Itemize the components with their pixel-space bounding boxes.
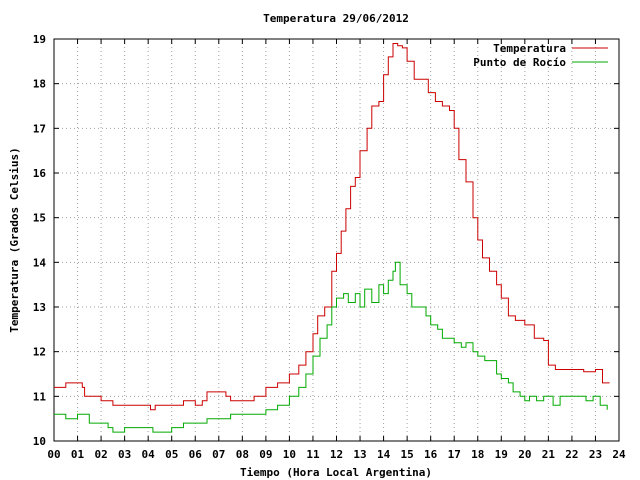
- series-line-1: [54, 261, 608, 433]
- x-tick-label: 22: [565, 448, 578, 461]
- axis-ticks: 00 01 02 03 04 05 06 07 08 09 10 11 12 13 14 15 16 17 18 19…: [33, 33, 626, 461]
- y-tick-label: 10: [33, 435, 46, 448]
- x-tick-label: 18: [471, 448, 484, 461]
- x-tick-label: 23: [589, 448, 602, 461]
- x-tick-label: 13: [353, 448, 366, 461]
- x-tick-label: 10: [283, 448, 296, 461]
- y-axis-label: Temperatura (Grados Celsius): [8, 147, 21, 332]
- y-tick-label: 12: [33, 346, 46, 359]
- chart-title: Temperatura 29/06/2012: [263, 12, 409, 25]
- y-tick-label: 11: [33, 390, 47, 403]
- x-tick-label: 05: [165, 448, 178, 461]
- y-tick-label: 15: [33, 212, 46, 225]
- grid-lines: [54, 39, 619, 441]
- x-tick-label: 16: [424, 448, 438, 461]
- x-tick-label: 06: [189, 448, 203, 461]
- x-tick-label: 21: [542, 448, 556, 461]
- x-tick-label: 19: [495, 448, 508, 461]
- x-tick-label: 04: [142, 448, 156, 461]
- x-tick-label: 02: [94, 448, 107, 461]
- x-axis-label: Tiempo (Hora Local Argentina): [240, 466, 432, 479]
- x-tick-label: 09: [259, 448, 272, 461]
- x-tick-label: 03: [118, 448, 131, 461]
- y-tick-label: 13: [33, 301, 46, 314]
- y-tick-label: 18: [33, 78, 46, 91]
- x-tick-label: 20: [518, 448, 531, 461]
- x-tick-label: 24: [612, 448, 626, 461]
- legend-label-1: Punto de Rocío: [473, 56, 566, 69]
- series-layer: [54, 43, 610, 433]
- x-tick-label: 14: [377, 448, 391, 461]
- x-tick-label: 01: [71, 448, 85, 461]
- y-tick-label: 16: [33, 167, 47, 180]
- x-tick-label: 12: [330, 448, 343, 461]
- x-tick-label: 11: [306, 448, 320, 461]
- x-tick-label: 15: [401, 448, 414, 461]
- y-tick-label: 17: [33, 122, 46, 135]
- legend-label-0: Temperatura: [493, 42, 566, 55]
- x-tick-label: 00: [47, 448, 60, 461]
- y-tick-label: 14: [33, 256, 47, 269]
- x-tick-label: 08: [236, 448, 249, 461]
- series-line-0: [54, 43, 610, 411]
- x-tick-label: 17: [448, 448, 461, 461]
- x-tick-label: 07: [212, 448, 225, 461]
- y-tick-label: 19: [33, 33, 46, 46]
